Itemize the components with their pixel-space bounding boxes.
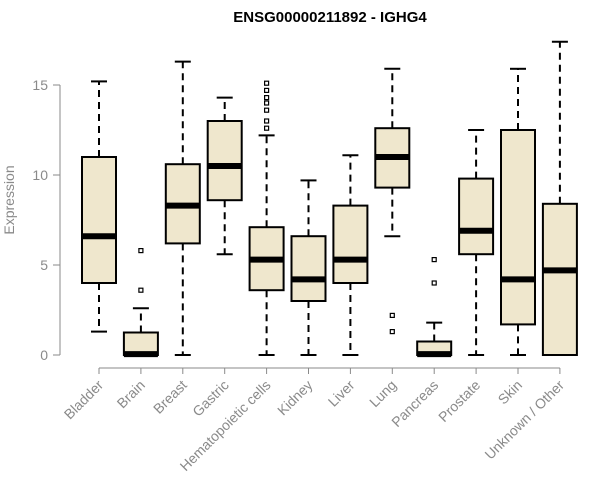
iqr-box bbox=[81, 156, 117, 284]
box-breast bbox=[164, 60, 201, 356]
y-axis-label: Expression bbox=[1, 165, 17, 234]
x-tick-label: Brain bbox=[114, 377, 148, 411]
outlier-point bbox=[264, 107, 270, 113]
x-tick-label: Lung bbox=[366, 377, 399, 410]
outlier-point bbox=[389, 329, 395, 335]
y-tick-label: 5 bbox=[40, 257, 48, 273]
iqr-box bbox=[332, 204, 369, 285]
iqr-box bbox=[500, 129, 536, 326]
outlier-point bbox=[138, 287, 144, 293]
outlier-point bbox=[264, 100, 270, 106]
box-unknown-other bbox=[541, 40, 578, 356]
outlier-point bbox=[431, 257, 437, 263]
box-kidney bbox=[290, 179, 327, 356]
x-tick-label: Breast bbox=[150, 377, 190, 417]
box-pancreas bbox=[416, 257, 453, 358]
outlier-point bbox=[431, 280, 437, 286]
x-tick-label: Kidney bbox=[274, 377, 316, 419]
box-bladder bbox=[81, 80, 117, 333]
x-tick-label: Liver bbox=[325, 377, 358, 410]
box-prostate bbox=[458, 129, 495, 356]
outlier-point bbox=[264, 94, 270, 101]
chart-title: ENSG00000211892 - IGHG4 bbox=[233, 9, 427, 26]
outlier-point bbox=[138, 248, 144, 254]
boxes-group bbox=[81, 40, 578, 358]
x-tick-label: Unknown / Other bbox=[481, 377, 567, 463]
iqr-box bbox=[290, 235, 327, 302]
outlier-point bbox=[389, 312, 395, 318]
iqr-box bbox=[206, 120, 243, 202]
y-tick-label: 10 bbox=[32, 167, 48, 183]
box-brain bbox=[122, 248, 159, 358]
x-tick-label: Prostate bbox=[435, 377, 483, 425]
outlier-point bbox=[264, 125, 270, 131]
y-tick-label: 0 bbox=[40, 347, 48, 363]
y-axis: 0 5 10 15 bbox=[32, 77, 61, 363]
box-hematopoietic-cells bbox=[248, 80, 285, 356]
iqr-box bbox=[541, 202, 578, 356]
box-liver bbox=[332, 154, 369, 356]
x-tick-label: Bladder bbox=[61, 377, 107, 423]
outlier-point bbox=[264, 80, 270, 86]
iqr-box bbox=[458, 177, 495, 256]
outlier-point bbox=[264, 87, 270, 94]
box-lung bbox=[374, 67, 411, 335]
box-skin bbox=[500, 67, 536, 356]
box-gastric bbox=[206, 96, 243, 256]
x-tick-label: Skin bbox=[495, 377, 526, 408]
x-tick-label: Pancreas bbox=[388, 377, 441, 430]
outlier-point bbox=[264, 118, 270, 124]
y-tick-label: 15 bbox=[32, 77, 48, 93]
